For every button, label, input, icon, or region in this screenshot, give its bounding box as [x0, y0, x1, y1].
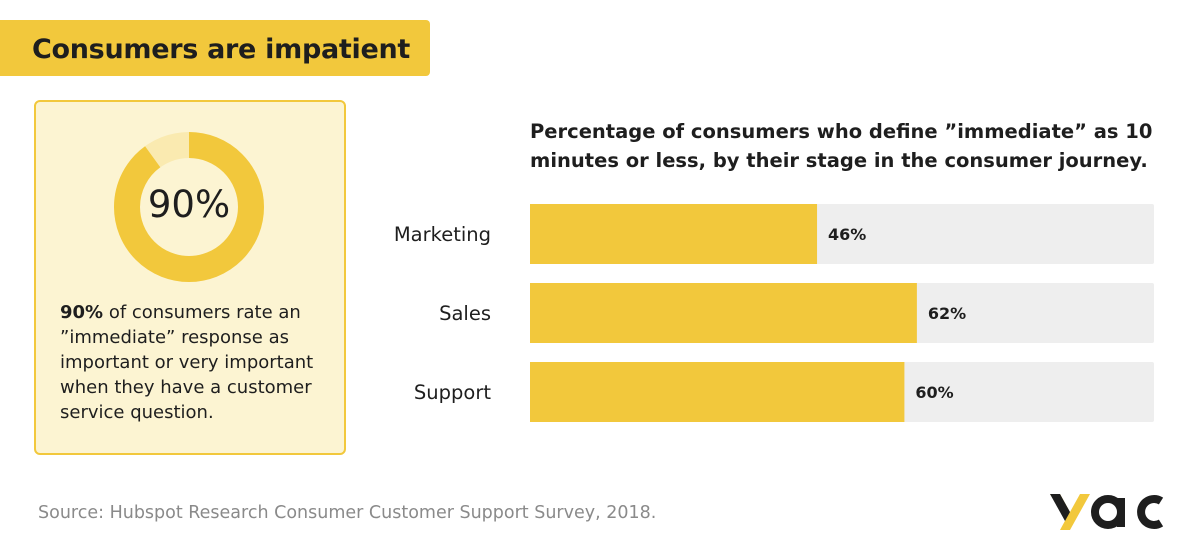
yac-logo: yac — [1050, 494, 1164, 530]
stat-card — [34, 100, 346, 455]
bar-marketing — [530, 204, 818, 264]
category-label-marketing: Marketing — [394, 223, 491, 246]
category-label-sales: Sales — [439, 302, 491, 325]
chart-title: Percentage of consumers who define ”imme… — [530, 120, 1153, 172]
page-title: Consumers are impatient — [32, 34, 410, 65]
value-label-support: 60% — [915, 383, 953, 402]
stat-description: 90% of consumers rate an ”immediate” res… — [60, 300, 330, 425]
source-note: Source: Hubspot Research Consumer Custom… — [38, 503, 657, 523]
value-label-sales: 62% — [928, 304, 966, 323]
donut-chart — [114, 132, 264, 282]
bar-sales — [530, 283, 917, 343]
stat-bold: 90% — [60, 302, 104, 323]
donut-percent-label: 90% — [147, 183, 231, 226]
stat-rest: of consumers rate an ”immediate” respons… — [60, 302, 314, 423]
category-label-support: Support — [414, 381, 491, 404]
title-banner — [0, 20, 430, 76]
donut-fill — [114, 132, 264, 282]
bar-support — [530, 362, 905, 422]
value-label-marketing: 46% — [828, 225, 866, 244]
